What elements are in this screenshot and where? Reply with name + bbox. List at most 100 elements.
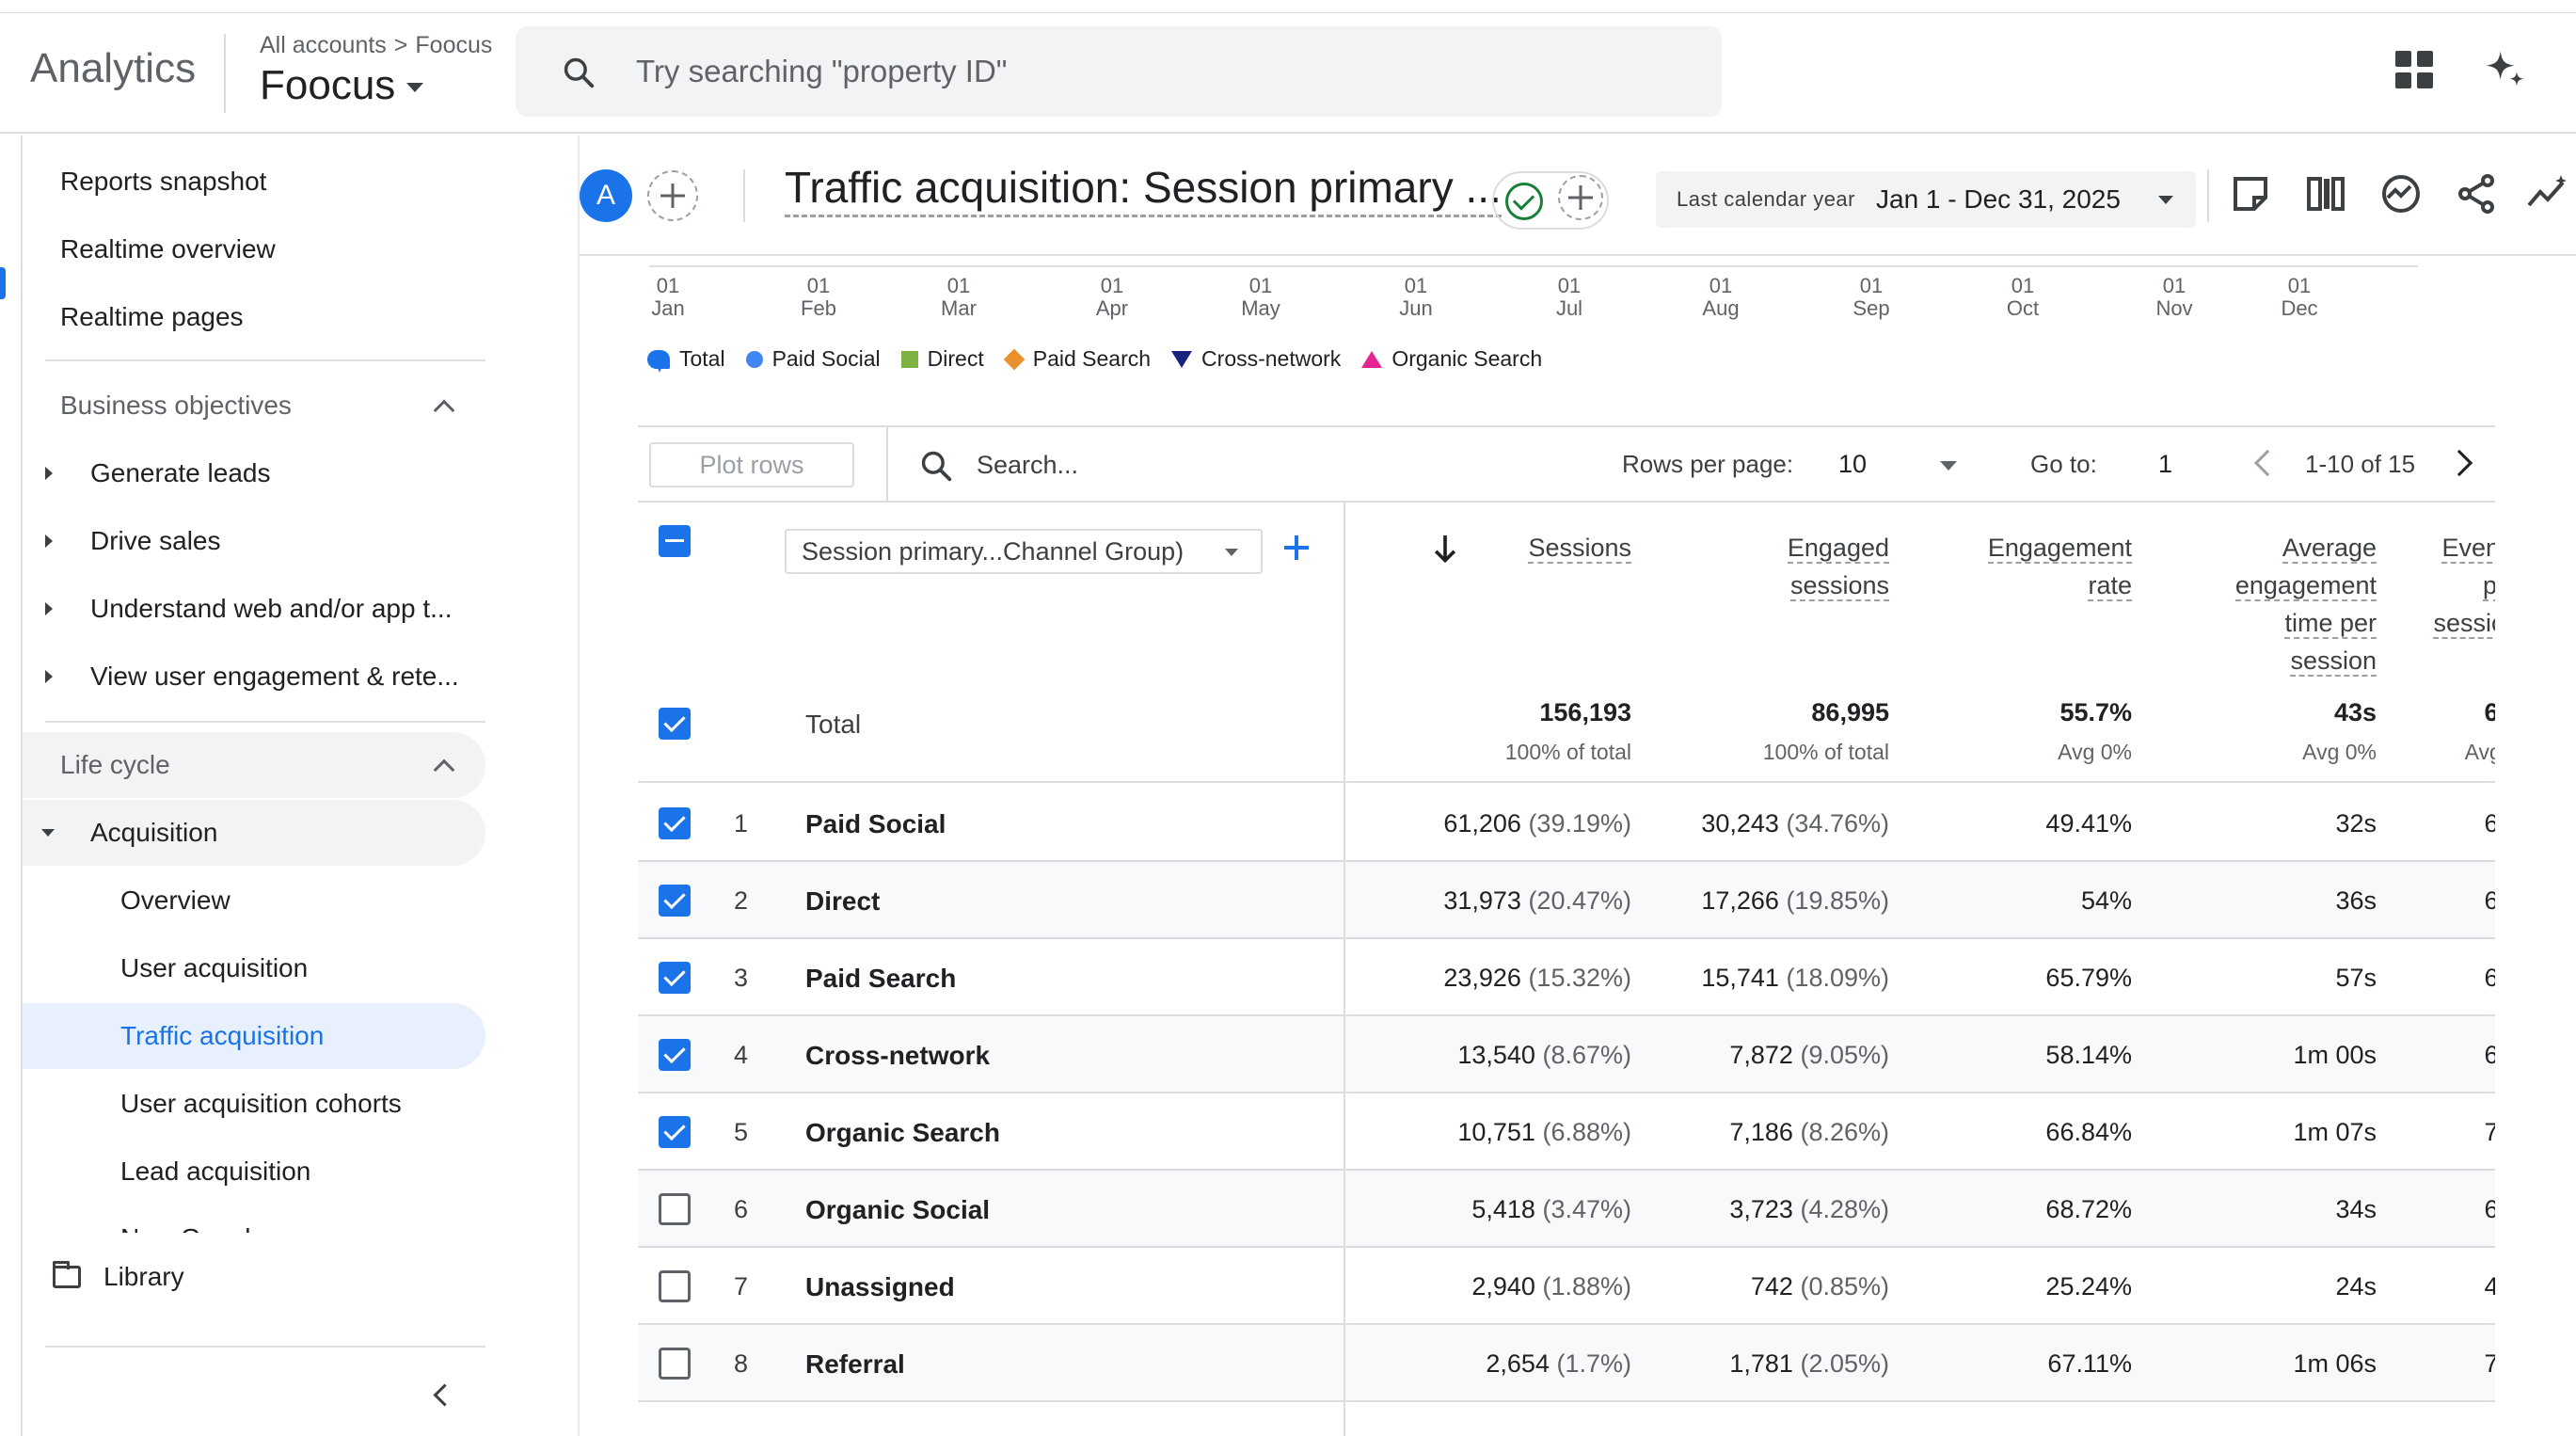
channel-name[interactable]: Cross-network: [805, 1041, 991, 1070]
legend-item[interactable]: Cross-network: [1171, 346, 1341, 372]
compare-columns-icon[interactable]: [2303, 171, 2348, 216]
nav-user-acquisition-cohorts[interactable]: User acquisition cohorts: [23, 1071, 485, 1137]
nav-acquisition[interactable]: Acquisition: [23, 800, 485, 866]
nav-drive-sales[interactable]: Drive sales: [23, 508, 485, 574]
nav-label: Realtime overview: [60, 234, 276, 263]
add-dimension-plus-icon[interactable]: [1278, 529, 1315, 566]
row-checkbox[interactable]: [659, 1116, 691, 1148]
breadcrumb-all-accounts[interactable]: All accounts: [260, 32, 387, 58]
channel-name[interactable]: Organic Search: [805, 1118, 1000, 1147]
total-subvalue: 100% of total: [1504, 740, 1631, 764]
total-label: Total: [805, 710, 862, 739]
global-search[interactable]: [516, 26, 1722, 117]
metric-percent: (20.47%): [1528, 886, 1631, 915]
insights-icon[interactable]: [2378, 171, 2424, 216]
table-row[interactable]: 5 Organic Search 10,751 (6.88%) 7,186 (8.26…: [638, 1093, 2495, 1171]
table-row[interactable]: 1 Paid Social 61,206 (39.19%) 30,243 (34.76…: [638, 785, 2495, 862]
legend-item[interactable]: Organic Search: [1361, 346, 1542, 372]
nav-realtime-pages[interactable]: Realtime pages: [23, 284, 485, 350]
check-circle-icon[interactable]: [1505, 183, 1543, 220]
metric-header-text: per: [2482, 571, 2495, 601]
property-name[interactable]: Foocus: [260, 62, 396, 108]
total-row-checkbox[interactable]: [659, 708, 691, 740]
add-filter-plus-icon[interactable]: [1558, 175, 1603, 220]
tick-day: 01: [1248, 274, 1273, 297]
filter-pill: [1492, 171, 1609, 230]
gemini-spark-icon[interactable]: [2480, 45, 2529, 94]
nav-acquisition-overview[interactable]: Overview: [23, 868, 485, 933]
legend-item[interactable]: Total: [647, 346, 725, 373]
select-all-checkbox[interactable]: [659, 525, 691, 557]
tick-month: Feb: [801, 296, 836, 320]
nav-reports-snapshot[interactable]: Reports snapshot: [23, 149, 485, 215]
next-page-chevron-icon[interactable]: [2445, 449, 2473, 477]
row-checkbox[interactable]: [659, 1348, 691, 1380]
caret-down-icon[interactable]: [1940, 461, 1957, 471]
legend-item[interactable]: Paid Search: [1003, 346, 1151, 372]
search-input[interactable]: [636, 47, 1671, 96]
row-checkbox[interactable]: [659, 1270, 691, 1302]
trend-sparkle-icon[interactable]: [2525, 171, 2570, 216]
caret-down-icon[interactable]: [406, 83, 424, 93]
goto-page-input[interactable]: 1: [2158, 450, 2173, 478]
collapse-sidebar-chevron-icon[interactable]: [425, 1378, 459, 1412]
legend-item[interactable]: Paid Social: [745, 346, 881, 372]
nav-lead-acquisition[interactable]: Lead acquisition: [23, 1139, 485, 1205]
channel-name[interactable]: Referral: [805, 1349, 905, 1379]
table-row[interactable]: 4 Cross-network 13,540 (8.67%) 7,872 (9.05%…: [638, 1016, 2495, 1093]
breadcrumb[interactable]: All accounts > Foocus: [260, 32, 492, 59]
metric-header[interactable]: Sessions: [1349, 529, 1631, 566]
channel-name[interactable]: Direct: [805, 886, 881, 916]
breadcrumb-account[interactable]: Foocus: [415, 32, 493, 58]
metric-cell: 6.0: [2484, 1041, 2495, 1070]
nav-library[interactable]: Library: [53, 1253, 184, 1300]
channel-name[interactable]: Paid Search: [805, 964, 957, 993]
date-range-picker[interactable]: Last calendar year Jan 1 - Dec 31, 2025: [1656, 171, 2196, 228]
dimension-selector[interactable]: Session primary...Channel Group): [785, 529, 1263, 574]
rows-per-page-select[interactable]: 10: [1838, 450, 1868, 478]
table-row[interactable]: 2 Direct 31,973 (20.47%) 17,266 (19.85%) 54%…: [638, 862, 2495, 939]
nav-section-life-cycle[interactable]: Life cycle: [23, 732, 485, 798]
plot-rows-button[interactable]: Plot rows: [649, 442, 854, 487]
nav-partially-hidden-item[interactable]: New Google...: [23, 1206, 485, 1233]
table-search-input[interactable]: [977, 446, 1315, 484]
channel-name[interactable]: Organic Social: [805, 1195, 991, 1224]
metric-header[interactable]: Average engagement time per session: [2094, 529, 2377, 679]
metric-value: 7.5: [2484, 1118, 2495, 1146]
apps-grid-icon[interactable]: [2395, 51, 2433, 88]
table-row[interactable]: 6 Organic Social 5,418 (3.47%) 3,723 (4.28%…: [638, 1171, 2495, 1248]
row-checkbox[interactable]: [659, 885, 691, 917]
metric-cell: 17,266 (19.85%): [1701, 886, 1889, 916]
metric-header[interactable]: Engaged sessions: [1607, 529, 1889, 604]
share-icon[interactable]: [2454, 171, 2499, 216]
nav-section-business-objectives[interactable]: Business objectives: [23, 373, 485, 439]
nav-user-acquisition[interactable]: User acquisition: [23, 935, 485, 1001]
table-row[interactable]: 8 Referral 2,654 (1.7%) 1,781 (2.05%) 67.11%…: [638, 1325, 2495, 1402]
nav-user-engagement[interactable]: View user engagement & rete...: [23, 644, 485, 710]
customize-report-icon[interactable]: [2228, 171, 2273, 216]
previous-page-chevron-icon[interactable]: [2253, 449, 2282, 477]
table-row[interactable]: 7 Unassigned 2,940 (1.88%) 742 (0.85%) 25.24…: [638, 1248, 2495, 1325]
row-checkbox[interactable]: [659, 1193, 691, 1225]
channel-name[interactable]: Unassigned: [805, 1272, 955, 1301]
metric-value: 742: [1750, 1272, 1793, 1300]
row-checkbox[interactable]: [659, 807, 691, 839]
metric-value: 49.41%: [2045, 809, 2132, 838]
table-row[interactable]: 3 Paid Search 23,926 (15.32%) 15,741 (18.09…: [638, 939, 2495, 1016]
row-checkbox[interactable]: [659, 962, 691, 994]
nav-realtime-overview[interactable]: Realtime overview: [23, 216, 485, 282]
nav-generate-leads[interactable]: Generate leads: [23, 440, 485, 506]
legend-item[interactable]: Direct: [900, 346, 984, 372]
channel-name[interactable]: Paid Social: [805, 809, 946, 838]
property-selector[interactable]: Foocus: [260, 62, 424, 109]
section-label: Life cycle: [60, 750, 170, 779]
comparison-avatar[interactable]: A: [580, 169, 632, 222]
add-comparison-plus-icon[interactable]: [647, 170, 698, 221]
report-title[interactable]: Traffic acquisition: Session primary ...: [785, 162, 1502, 217]
metric-header[interactable]: Events per session: [2237, 529, 2495, 642]
nav-understand-traffic[interactable]: Understand web and/or app t...: [23, 576, 485, 642]
nav-traffic-acquisition[interactable]: Traffic acquisition: [23, 1003, 485, 1069]
metric-header[interactable]: Engagement rate: [1850, 529, 2132, 604]
row-checkbox[interactable]: [659, 1039, 691, 1071]
sort-descending-icon[interactable]: [1432, 533, 1458, 565]
